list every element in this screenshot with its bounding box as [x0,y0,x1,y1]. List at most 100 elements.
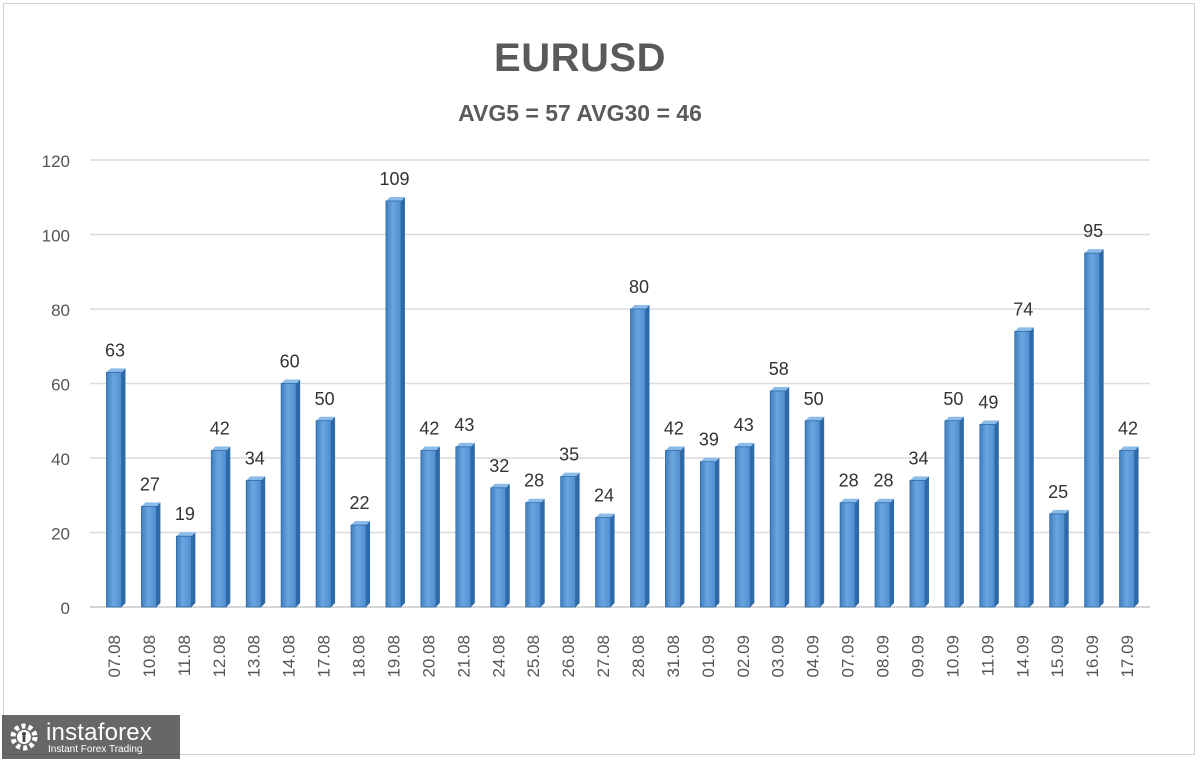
bar-side [1134,446,1139,607]
bar [280,383,297,608]
bar-side [924,476,929,607]
x-tick-label: 15.09 [1048,635,1067,678]
bar [699,461,716,608]
bar [874,502,891,608]
bar-side [575,472,580,607]
bar [944,420,961,608]
data-label: 74 [1013,299,1033,319]
bar-side [1029,327,1034,607]
x-tick-label: 21.08 [454,635,473,678]
bar-side [505,483,510,607]
bar [630,308,646,608]
y-tick-label: 100 [42,227,70,246]
bar-side [191,532,196,607]
bar-top [665,446,685,451]
bar-top [735,442,755,447]
bar-side [331,416,336,607]
bar-top [281,379,301,384]
bar [210,450,227,608]
instaforex-watermark: instaforex Instant Forex Trading [2,715,180,759]
bar-side [610,513,615,607]
bar [665,450,681,608]
bar-side [820,416,825,607]
bar-top [490,483,510,488]
bar [734,446,751,608]
bar-top [211,446,231,451]
y-tick-label: 0 [61,599,70,618]
y-axis-ticks: 0 20 40 60 80 100 120 [42,152,70,618]
x-tick-label: 24.08 [489,635,508,678]
x-tick-label: 19.08 [384,635,403,678]
watermark-tagline: Instant Forex Trading [48,744,143,755]
bar [385,200,402,608]
bar-top [840,498,860,503]
x-tick-label: 01.09 [699,635,718,678]
bar [455,446,472,608]
data-label: 28 [524,471,544,491]
data-label: 24 [594,486,614,506]
bar-side [994,420,999,607]
bar-side [855,498,860,607]
chart-subtitle: AVG5 = 57 AVG30 = 46 [458,100,702,126]
bar-side [785,386,790,607]
bar [420,450,437,608]
bar-side [750,442,755,607]
bar-side [540,498,545,607]
data-labels: 63 27 19 42 34 60 50 22 109 42 43 32 28 35 24 80 42 39 43 5… [105,169,1138,524]
bar-top [455,442,475,447]
y-tick-label: 80 [51,301,70,320]
x-tick-label: 02.09 [734,635,753,678]
bar-top [944,416,964,421]
bar-top [316,416,336,421]
x-tick-label: 20.08 [419,635,438,678]
bar-top [979,420,999,425]
bar-side [226,446,231,607]
data-label: 43 [734,415,754,435]
bar-side [400,196,405,607]
x-tick-label: 17.09 [1118,635,1137,678]
bar-top [560,472,580,477]
y-tick-label: 120 [42,152,70,171]
x-tick-label: 13.08 [245,635,264,678]
bar [106,371,122,608]
bar-side [156,502,161,607]
bar [350,524,367,608]
x-tick-label: 10.08 [140,635,159,678]
data-label: 28 [839,471,859,491]
bar-side [435,446,440,607]
data-label: 49 [978,392,998,412]
bar [1119,450,1135,608]
bar [839,502,856,608]
data-label: 95 [1083,221,1103,241]
data-label: 19 [175,504,195,524]
bar [804,420,821,608]
data-label: 39 [699,430,719,450]
x-tick-label: 07.08 [105,635,124,678]
x-tick-label: 28.08 [629,635,648,678]
bar-side [959,416,964,607]
bar-side [645,305,650,607]
data-label: 58 [769,359,789,379]
bar-side [1099,249,1104,607]
bar [909,479,926,608]
bar-top [141,502,161,507]
bar-top [351,521,371,526]
bar-top [525,498,545,503]
gridlines [90,159,1150,608]
data-label: 50 [315,389,335,409]
x-tick-label: 04.09 [804,635,823,678]
bar [490,487,507,608]
bar-top [805,416,825,421]
x-axis-ticks: 07.08 10.08 11.08 12.08 13.08 14.08 17.08 18.08… [105,635,1137,678]
data-label: 35 [559,445,579,465]
bar [175,535,192,608]
y-tick-label: 20 [51,525,70,544]
data-label: 43 [454,415,474,435]
bar-side [296,379,301,607]
bar-side [121,368,126,607]
bar [1049,513,1066,608]
data-label: 50 [943,389,963,409]
bars [106,196,1139,608]
y-tick-label: 40 [51,450,70,469]
data-label: 50 [804,389,824,409]
